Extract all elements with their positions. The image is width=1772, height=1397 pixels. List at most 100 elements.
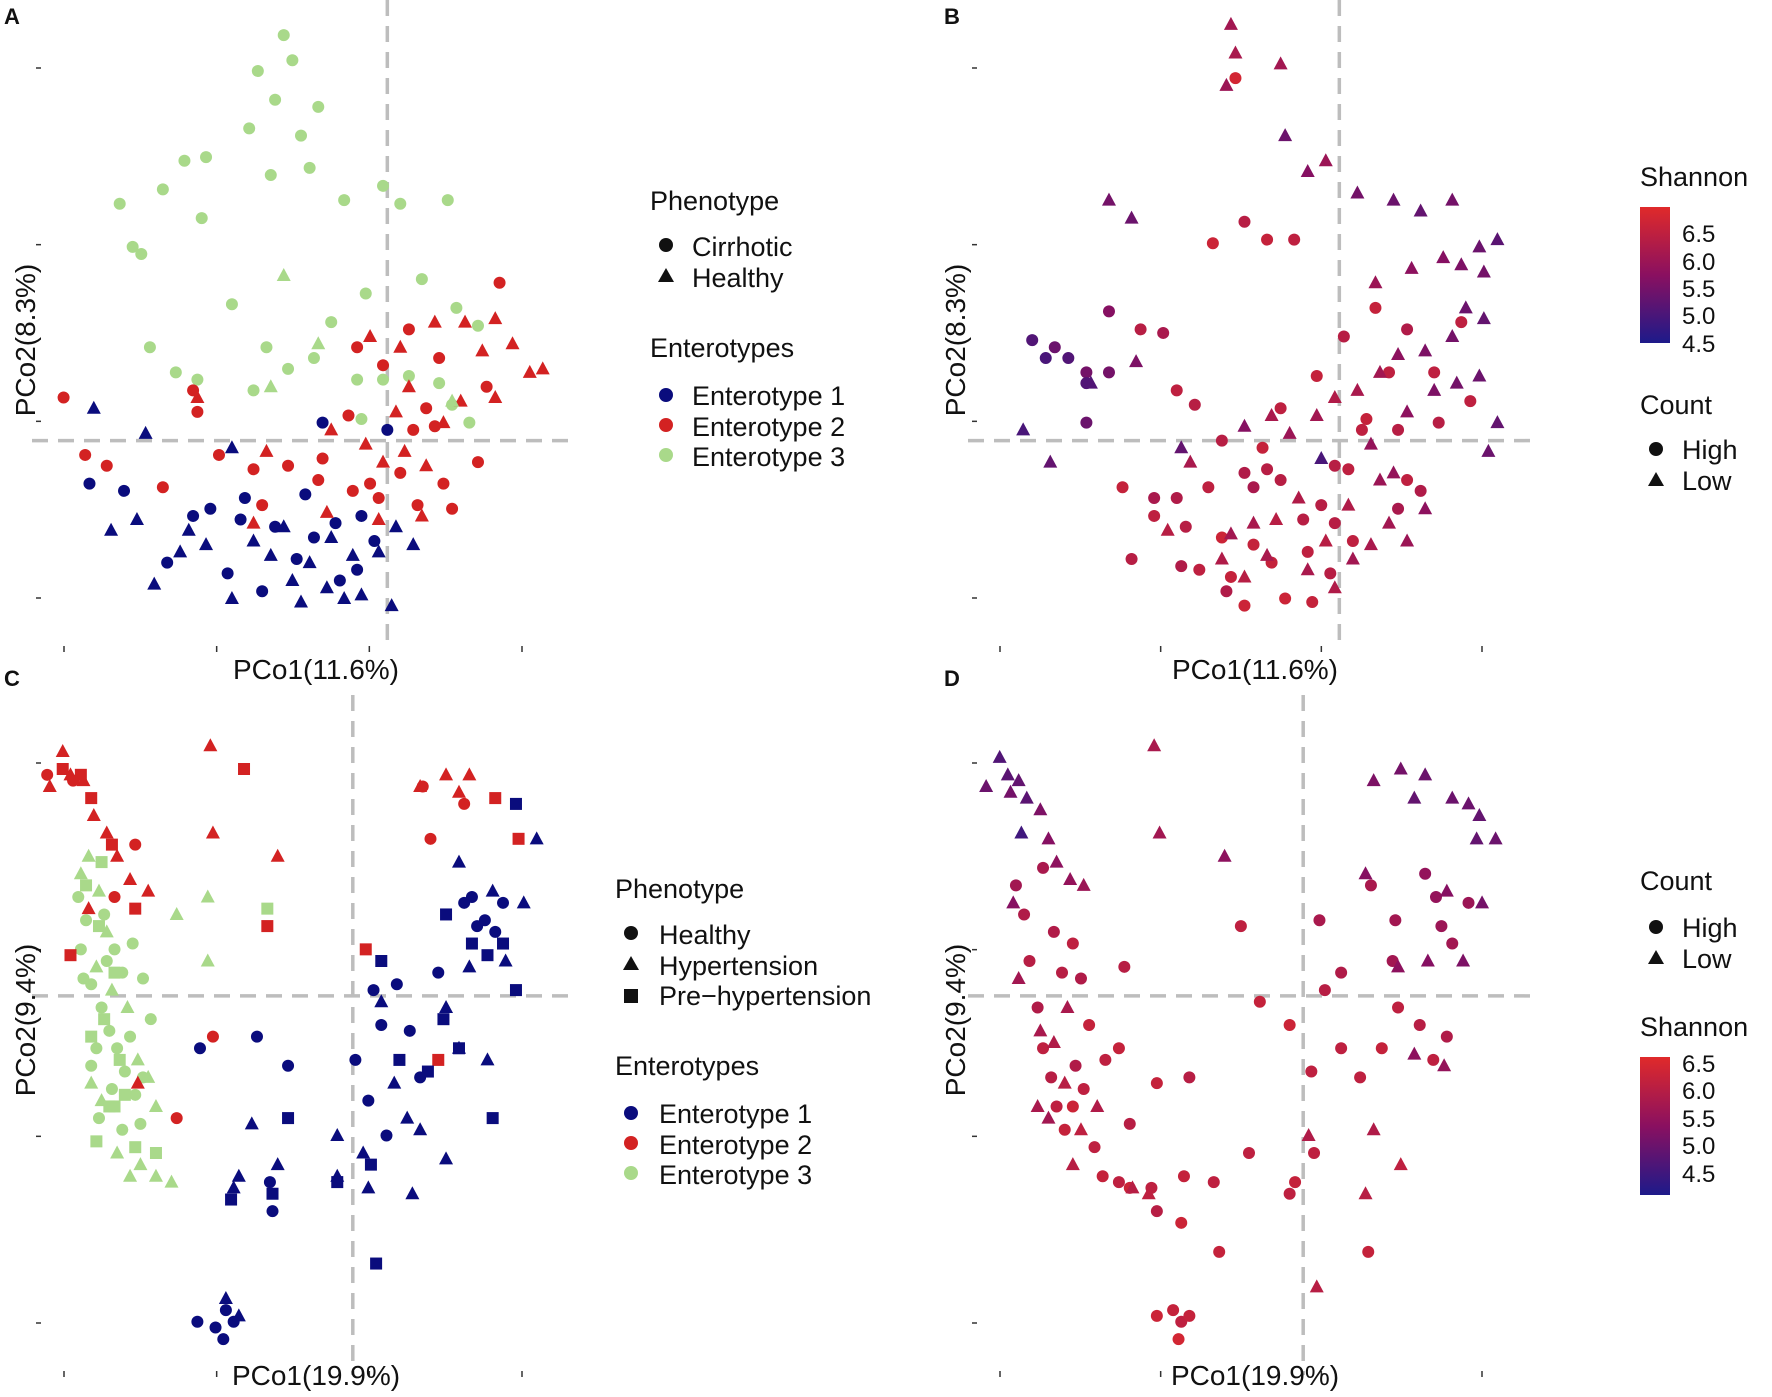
panel-c-data-point <box>282 1059 295 1072</box>
panel-a-data-point <box>286 54 299 67</box>
panel-c-data-point <box>270 848 285 862</box>
legend-b-shape-title: Count <box>1640 390 1713 420</box>
panel-b-data-point <box>1427 382 1442 396</box>
panel-a-data-point <box>377 179 390 192</box>
legend-c-shape-title: Phenotype <box>615 874 744 904</box>
panel-c-data-point <box>126 937 139 950</box>
panel-a-data-point <box>246 515 261 529</box>
panel-a-data-point <box>351 373 364 386</box>
legend-d-shape-item-0: High <box>1682 913 1738 943</box>
panel-a-data-point <box>345 547 360 561</box>
panel-b-data-point <box>1297 513 1310 526</box>
panel-a-data-point <box>224 440 239 454</box>
panel-c-data-point <box>458 797 471 810</box>
panel-a-data-point <box>324 422 339 436</box>
panel-a-data-point <box>259 443 274 457</box>
panel-c-data-point <box>231 1168 246 1182</box>
panel-a-data-point <box>276 519 291 533</box>
panel-b-data-point <box>1328 459 1341 472</box>
panel-b-data-point <box>1039 352 1052 365</box>
panel-b-data-point <box>1288 233 1301 246</box>
panel-b-data-point <box>1134 323 1147 336</box>
panel-d-data-point <box>1172 1333 1185 1346</box>
panel-c-data-point <box>90 1042 103 1055</box>
panel-d-data-point <box>1243 1147 1255 1159</box>
panel-b-data-point <box>1256 441 1269 454</box>
panel-d-data-point <box>1253 995 1266 1008</box>
panel-d-data-point <box>1041 1110 1056 1124</box>
panel-c-data-point <box>497 896 510 909</box>
legend-b-gradient-title: Shannon <box>1640 162 1748 192</box>
panel-b-data-point <box>1318 153 1333 167</box>
panel-a-data-point <box>191 405 204 418</box>
panel-d-data-point <box>1313 914 1326 927</box>
panel-b-data-point <box>1386 465 1401 479</box>
panel-a-data-point <box>342 409 355 422</box>
panel-c-data-point <box>405 1186 420 1200</box>
panel-a-data-point <box>316 416 329 429</box>
panel-a-data-point <box>86 400 101 414</box>
panel-b-data-point <box>1318 533 1333 547</box>
panel-d-data-point <box>1366 773 1381 787</box>
legend-b-shape-item-0: High <box>1682 435 1738 465</box>
legend-a-shape-title: Phenotype <box>650 186 779 216</box>
panel-a-data-point <box>372 492 385 504</box>
panel-d-data-point <box>1445 790 1460 804</box>
legend-a-color-title: Enterotypes <box>650 333 794 363</box>
panel-d-data-point <box>1033 1023 1048 1037</box>
panel-a-data-point <box>351 341 364 354</box>
panel-d-data-point <box>1366 1122 1381 1136</box>
panel-b-data-point <box>1300 163 1315 177</box>
panel-a-scatter <box>32 0 570 652</box>
panel-b-data-point <box>1062 352 1075 365</box>
panel-b-data-point <box>1454 257 1469 271</box>
panel-d-data-point <box>1141 1186 1156 1200</box>
legend-c-circle-key <box>624 926 638 940</box>
panel-d-data-point <box>1446 937 1459 950</box>
panel-d-data-point <box>1309 1279 1324 1293</box>
panel-b-data-point <box>1432 416 1445 429</box>
panel-d-data-point <box>1045 1071 1058 1084</box>
panel-c-data-point <box>509 984 522 997</box>
panel-d-data-point <box>1475 895 1490 909</box>
panel-c-data-point <box>498 953 513 967</box>
panel-a-data-point <box>260 341 273 354</box>
panel-b-y-axis-title: PCo2(8.3%) <box>940 264 971 417</box>
panel-c-data-point <box>244 1116 259 1130</box>
panel-d-scatter <box>968 695 1530 1377</box>
panel-b-data-point <box>1309 407 1324 421</box>
panel-a-data-point <box>191 373 204 386</box>
panel-a-data-point <box>307 531 320 544</box>
panel-a-data-point <box>433 352 446 365</box>
panel-d-data-point <box>1435 920 1448 933</box>
legend-a-color-item-2: Enterotype 3 <box>692 442 845 472</box>
panel-d-data-point <box>1301 1128 1316 1142</box>
panel-d-data-point <box>1429 891 1442 903</box>
panel-b-data-point <box>1413 203 1428 217</box>
panel-a-data-point <box>156 481 169 494</box>
panel-b-data-point <box>1273 56 1288 70</box>
panel-c-data-point <box>92 1112 105 1125</box>
panel-a-data-point <box>190 390 205 404</box>
panel-b-data-point <box>1223 526 1238 540</box>
panel-c-data-point <box>529 831 544 845</box>
panel-a-data-point <box>394 197 407 210</box>
panel-c-data-point <box>105 1083 118 1095</box>
panel-c-data-point <box>361 1180 376 1194</box>
panel-c-data-point <box>124 1030 137 1043</box>
panel-d-data-point <box>1073 1122 1088 1136</box>
panel-c-data-point <box>164 1174 179 1188</box>
panel-c-data-point <box>73 866 88 880</box>
panel-d-data-point <box>1358 1186 1373 1200</box>
panel-c-data-point <box>134 1117 147 1130</box>
panel-a-data-point <box>100 459 113 472</box>
panel-d-data-point <box>1076 877 1091 891</box>
panel-d-data-point <box>1147 738 1162 752</box>
panel-d-data-point <box>1060 1000 1075 1014</box>
panel-c-data-point <box>374 994 389 1008</box>
panel-c-data-point <box>462 959 477 973</box>
panel-c-data-point <box>485 883 500 897</box>
panel-c-data-point <box>231 1308 246 1322</box>
panel-d-data-point <box>1152 825 1167 839</box>
